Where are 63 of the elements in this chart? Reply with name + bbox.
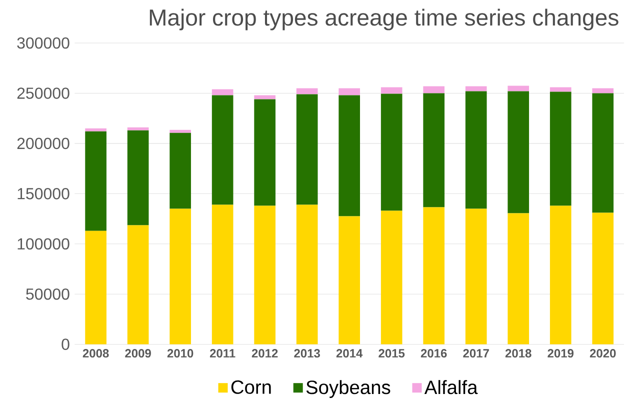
bar [508,86,530,92]
bar [170,208,191,344]
bar [127,225,149,344]
bar [380,87,402,94]
bar [550,206,572,344]
bar [508,213,530,344]
bar [508,91,530,214]
x-tick-label: 2015 [378,349,405,358]
y-tick-label: 200000 [17,138,70,150]
bar [85,131,106,231]
x-tick-label: 2012 [252,349,278,358]
x-tick-label: 2010 [167,349,194,358]
legend-label: Alfalfa [424,380,478,394]
bar [254,95,276,100]
bar [550,92,572,206]
x-tick-label: 2008 [82,349,109,358]
legend-label: Soybeans [306,380,390,398]
x-tick-label: 2020 [590,349,616,358]
bar [170,132,191,209]
bar [127,130,149,226]
bar [423,86,445,94]
x-tick-label: 2013 [294,349,320,358]
bar [592,93,614,213]
bar [296,88,318,94]
y-tick-label: 0 [62,338,70,350]
bar [465,91,487,209]
bar [380,210,402,344]
bar [212,204,234,344]
bar [296,204,318,344]
x-tick-label: 2011 [210,349,236,358]
bar [296,94,318,205]
bar [85,230,106,344]
chart-title: Major crop types acreage time series changes [150,8,618,30]
bar [550,87,572,92]
x-tick-label: 2017 [463,349,489,358]
bar [592,88,614,94]
y-tick-label: 50000 [26,288,70,300]
bar [423,93,445,208]
y-tick-label: 300000 [17,37,70,49]
bar [212,95,234,205]
y-tick-label: 150000 [18,188,70,200]
legend-label: Corn [231,380,271,394]
bar [465,86,487,92]
x-tick-label: 2016 [420,349,447,358]
bar [170,130,191,133]
bar [380,94,402,211]
bar [127,127,149,130]
y-tick-label: 100000 [18,238,70,250]
y-tick-label: 250000 [17,88,70,99]
bar [592,212,614,344]
bar [254,206,276,344]
bar [465,208,487,344]
bar [212,89,234,96]
bar [338,88,360,96]
bar [338,216,360,344]
bar [338,95,360,216]
x-tick-label: 2014 [336,349,363,358]
x-tick-label: 2009 [125,349,151,358]
bar [254,99,276,206]
x-tick-label: 2018 [505,349,532,358]
x-tick-label: 2019 [548,349,574,358]
bar [85,128,106,132]
bar [423,207,445,344]
